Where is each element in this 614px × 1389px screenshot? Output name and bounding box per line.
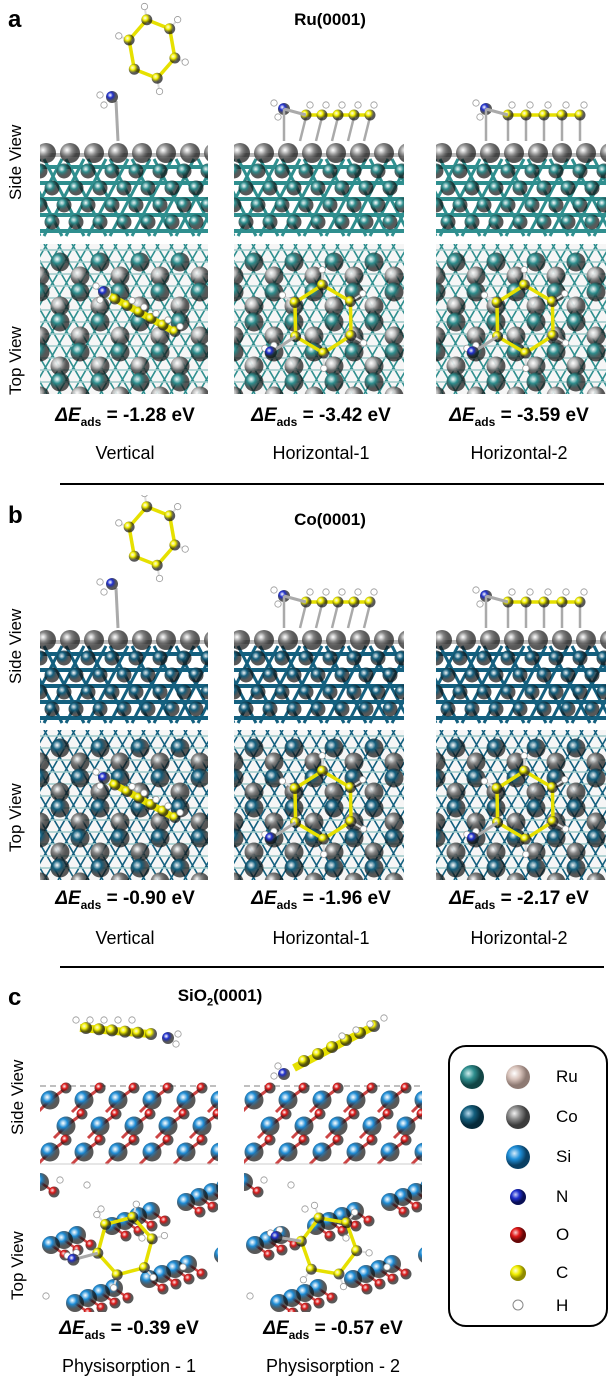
energy-ru-horizontal2: ΔEads = -3.59 eV: [449, 405, 589, 429]
ru-horizontal2-side-view: [436, 99, 606, 240]
config-name-co-horizontal2: Horizontal-2: [470, 928, 568, 948]
co-vertical-side-view: [40, 495, 208, 727]
energy-co-horizontal1: ΔEads = -1.96 eV: [251, 888, 391, 912]
co-horizontal1-top-view: [234, 730, 404, 880]
side-view-label-b: Side View: [6, 608, 25, 684]
energy-ru-vertical: ΔEads = -1.28 eV: [55, 405, 195, 429]
sio2-physisorption2-top-view: [244, 1173, 422, 1312]
side-view-label-a: Side View: [6, 124, 25, 200]
ru-horizontal2-top-view: [436, 244, 606, 394]
surface-title-ru: Ru(0001): [294, 10, 366, 29]
n-atom-icon: [510, 1189, 526, 1205]
si-atom-icon: [506, 1145, 530, 1169]
config-name-ru-horizontal1: Horizontal-1: [272, 443, 370, 463]
co-vertical-top-view: [40, 730, 208, 880]
legend-label-o: O: [556, 1225, 570, 1244]
surface-title-co: Co(0001): [294, 510, 366, 529]
sio2-physisorption1-top-view: [40, 1173, 218, 1312]
legend-label-co: Co: [556, 1107, 578, 1126]
co-atom-icons: [460, 1105, 530, 1129]
ru-horizontal1-top-view: [234, 244, 404, 394]
energy-co-horizontal2: ΔEads = -2.17 eV: [449, 888, 589, 912]
co-horizontal1-side-view: [234, 586, 404, 727]
section-divider-bc: [60, 966, 604, 968]
sio2-physisorption2-side-view: [244, 1014, 422, 1166]
ru-vertical-side-view: [40, 2, 208, 240]
section-divider-ab: [60, 483, 604, 485]
energy-co-vertical: ΔEads = -0.90 eV: [55, 888, 195, 912]
config-name-co-vertical: Vertical: [95, 928, 155, 948]
top-view-label-c: Top View: [8, 1231, 27, 1300]
atom-legend: Ru Co Si N O C H: [448, 1045, 608, 1327]
config-name-sio2-physisorption2: Physisorption - 2: [265, 1356, 401, 1376]
legend-label-ru: Ru: [556, 1067, 578, 1086]
energy-sio2-physisorption2: ΔEads = -0.57 eV: [263, 1318, 403, 1342]
ru-atom-icons: [460, 1065, 530, 1089]
ru-vertical-top-view: [40, 244, 208, 394]
legend-label-n: N: [556, 1187, 569, 1206]
panel-letter-a: a: [8, 6, 22, 33]
config-name-co-horizontal1: Horizontal-1: [272, 928, 370, 948]
side-view-label-c: Side View: [8, 1059, 27, 1135]
panel-letter-b: b: [8, 502, 23, 529]
panel-letter-c: c: [8, 984, 22, 1011]
top-view-label-b: Top View: [6, 783, 25, 852]
energy-sio2-physisorption1: ΔEads = -0.39 eV: [59, 1318, 199, 1342]
co-horizontal2-top-view: [436, 730, 606, 880]
top-view-label-a: Top View: [6, 326, 25, 395]
surface-title-sio2: SiO2(0001): [177, 986, 263, 1009]
sio2-physisorption1-side-view: [40, 1016, 218, 1166]
h-atom-icon: [512, 1299, 524, 1311]
co-horizontal2-side-view: [436, 586, 606, 727]
legend-label-c: C: [556, 1263, 569, 1282]
ru-horizontal1-side-view: [234, 99, 404, 240]
legend-label-h: H: [556, 1296, 569, 1315]
legend-atom-icons: [460, 1065, 530, 1311]
o-atom-icon: [510, 1227, 526, 1243]
config-name-ru-horizontal2: Horizontal-2: [470, 443, 568, 463]
legend-label-si: Si: [556, 1147, 572, 1166]
config-name-sio2-physisorption1: Physisorption - 1: [61, 1356, 197, 1376]
energy-ru-horizontal1: ΔEads = -3.42 eV: [251, 405, 391, 429]
c-atom-icon: [510, 1265, 526, 1281]
config-name-ru-vertical: Vertical: [95, 443, 155, 463]
